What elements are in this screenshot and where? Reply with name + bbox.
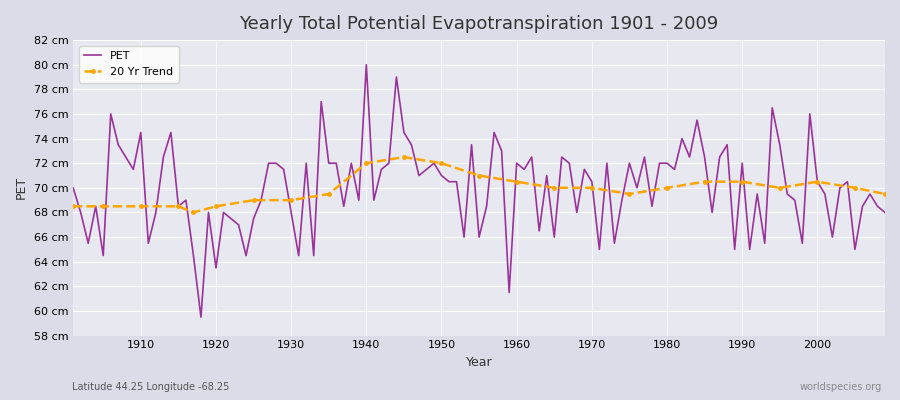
- X-axis label: Year: Year: [466, 356, 492, 369]
- 20 Yr Trend: [98, 204, 109, 209]
- 20 Yr Trend: [286, 198, 297, 202]
- Text: worldspecies.org: worldspecies.org: [800, 382, 882, 392]
- PET: [361, 62, 372, 67]
- 20 Yr Trend: [173, 204, 184, 209]
- PET: [526, 155, 537, 160]
- PET: [195, 315, 206, 320]
- Line: PET: PET: [73, 65, 885, 317]
- Line: 20 Yr Trend: 20 Yr Trend: [71, 155, 886, 214]
- 20 Yr Trend: [737, 179, 748, 184]
- 20 Yr Trend: [473, 173, 484, 178]
- 20 Yr Trend: [699, 179, 710, 184]
- 20 Yr Trend: [774, 186, 785, 190]
- 20 Yr Trend: [549, 186, 560, 190]
- 20 Yr Trend: [361, 161, 372, 166]
- Title: Yearly Total Potential Evapotranspiration 1901 - 2009: Yearly Total Potential Evapotranspiratio…: [239, 15, 719, 33]
- PET: [616, 198, 627, 202]
- Y-axis label: PET: PET: [15, 176, 28, 200]
- 20 Yr Trend: [879, 192, 890, 196]
- PET: [301, 161, 311, 166]
- 20 Yr Trend: [188, 210, 199, 215]
- 20 Yr Trend: [135, 204, 146, 209]
- Legend: PET, 20 Yr Trend: PET, 20 Yr Trend: [78, 46, 178, 82]
- PET: [68, 186, 78, 190]
- 20 Yr Trend: [511, 179, 522, 184]
- PET: [346, 161, 356, 166]
- 20 Yr Trend: [812, 179, 823, 184]
- PET: [518, 167, 529, 172]
- 20 Yr Trend: [624, 192, 634, 196]
- Text: Latitude 44.25 Longitude -68.25: Latitude 44.25 Longitude -68.25: [72, 382, 230, 392]
- PET: [879, 210, 890, 215]
- 20 Yr Trend: [587, 186, 598, 190]
- 20 Yr Trend: [68, 204, 78, 209]
- 20 Yr Trend: [323, 192, 334, 196]
- 20 Yr Trend: [211, 204, 221, 209]
- 20 Yr Trend: [436, 161, 447, 166]
- 20 Yr Trend: [399, 155, 410, 160]
- PET: [128, 167, 139, 172]
- 20 Yr Trend: [662, 186, 672, 190]
- 20 Yr Trend: [248, 198, 259, 202]
- 20 Yr Trend: [850, 186, 860, 190]
